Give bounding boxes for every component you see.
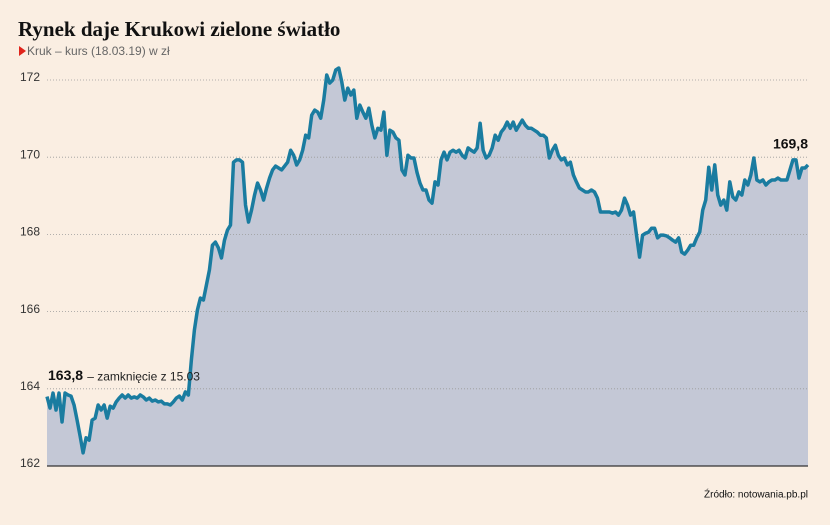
annotation-value: 169,8 bbox=[773, 136, 808, 152]
area bbox=[47, 68, 808, 466]
chart-subtitle: Kruk – kurs (18.03.19) w zł bbox=[27, 44, 170, 58]
chart-title: Rynek daje Krukowi zielone światło bbox=[18, 17, 340, 41]
y-tick-label: 164 bbox=[20, 379, 40, 393]
subtitle-marker bbox=[19, 46, 26, 56]
y-tick-label: 170 bbox=[20, 147, 40, 161]
price-line bbox=[45, 66, 810, 455]
annotation-value: 163,8 bbox=[48, 367, 83, 383]
source: Źródło: notowania.pb.pl bbox=[704, 488, 808, 501]
y-tick-label: 168 bbox=[20, 225, 40, 239]
y-tick-label: 162 bbox=[20, 456, 40, 470]
annotation-note: – zamknięcie z 15.03 bbox=[87, 370, 200, 384]
y-tick-label: 172 bbox=[20, 70, 40, 84]
y-tick-label: 166 bbox=[20, 302, 40, 316]
